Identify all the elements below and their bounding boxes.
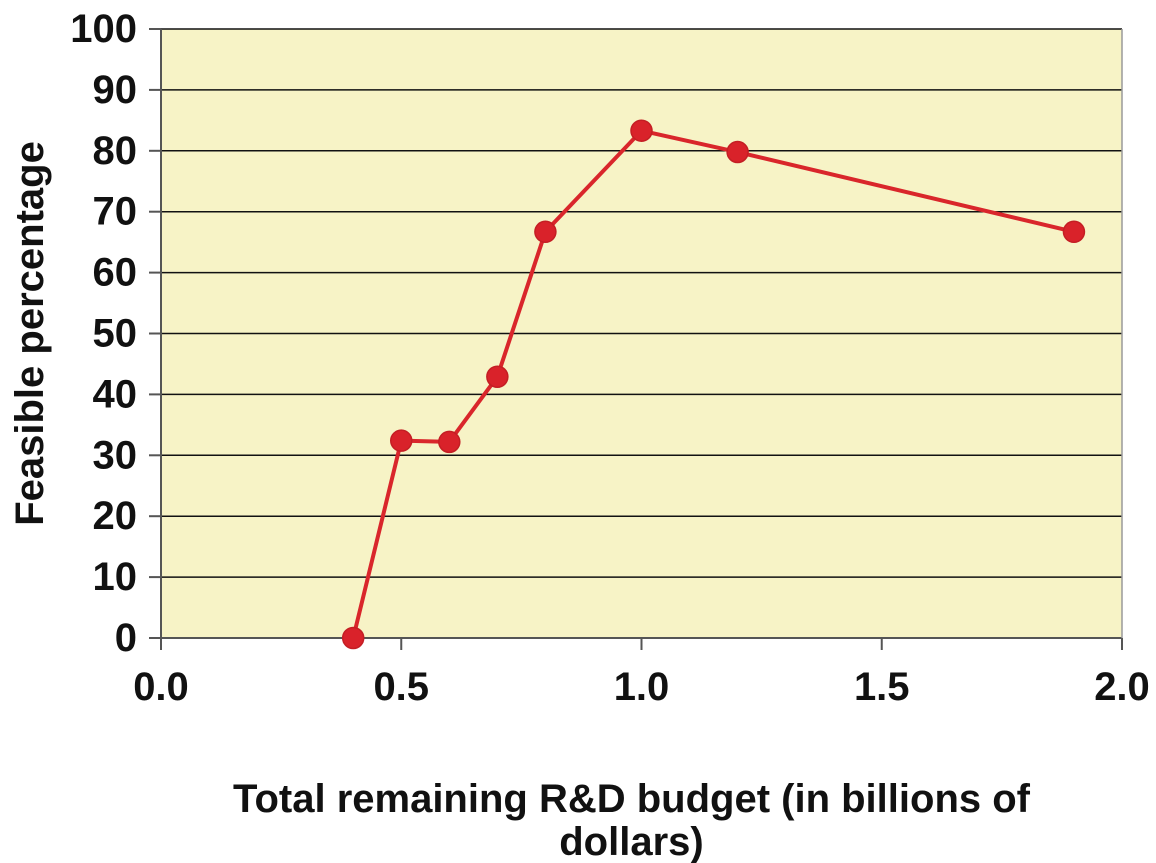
- data-point-0-5: [630, 119, 653, 142]
- y-tick-label-0: 0: [115, 616, 137, 660]
- x-tick-label-1.5: 1.5: [854, 665, 910, 709]
- data-point-0-7: [1062, 220, 1086, 244]
- series-layer: [341, 119, 1086, 650]
- y-tick-label-90: 90: [93, 68, 138, 112]
- y-tick-label-70: 70: [93, 190, 138, 234]
- y-tick-label-40: 40: [93, 372, 138, 416]
- data-point-0-0: [341, 626, 365, 650]
- y-tick-label-30: 30: [93, 433, 138, 477]
- data-point-0-4: [534, 220, 557, 244]
- y-tick-label-60: 60: [93, 251, 138, 295]
- data-point-0-6: [726, 140, 749, 164]
- y-tick-label-100: 100: [70, 7, 137, 51]
- x-axis-title-line-2: dollars): [559, 820, 703, 863]
- y-axis-title: Feasible percentage: [8, 141, 52, 526]
- y-axis-ticks: 0 10 20 30 40 50 60 70 80 90 100: [70, 7, 161, 660]
- y-tick-label-50: 50: [93, 312, 138, 356]
- y-tick-label-10: 10: [93, 555, 138, 599]
- y-tick-label-80: 80: [93, 129, 138, 173]
- x-axis-title-line-1: Total remaining R&D budget (in billions …: [233, 777, 1031, 821]
- x-tick-label-1.0: 1.0: [614, 665, 670, 709]
- data-point-0-1: [390, 429, 413, 452]
- x-tick-label-0.0: 0.0: [133, 665, 189, 709]
- x-axis-ticks: 0.0 0.5 1.0 1.5 2.0: [133, 638, 1150, 709]
- x-tick-label-0.5: 0.5: [373, 665, 429, 709]
- x-tick-label-2.0: 2.0: [1094, 665, 1150, 709]
- data-point-0-3: [486, 365, 509, 388]
- data-point-0-2: [438, 430, 461, 454]
- gridlines: [161, 28, 1122, 578]
- y-tick-label-20: 20: [93, 494, 138, 538]
